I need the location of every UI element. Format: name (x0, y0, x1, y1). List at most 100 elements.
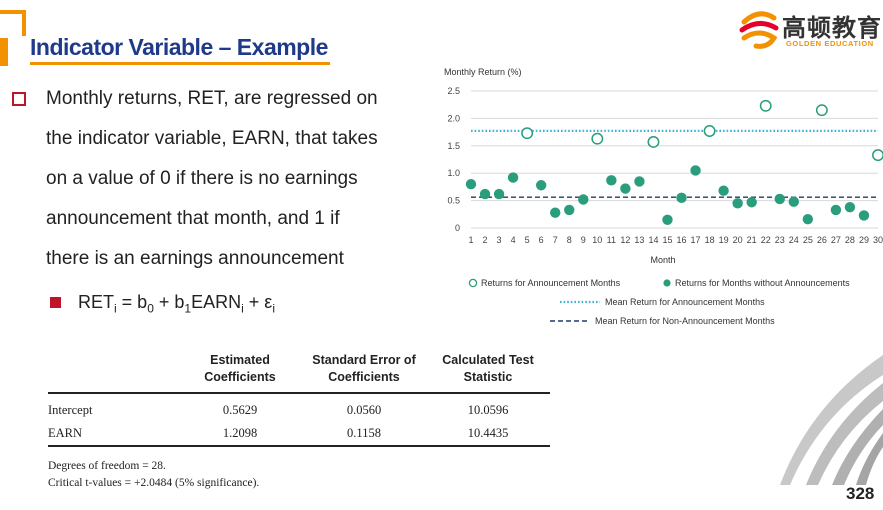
legend-marker-open (468, 278, 478, 288)
x-tick-label: 30 (873, 235, 883, 245)
cell-coefficient: 0.5629 (222, 403, 258, 417)
y-tick-label: 1.5 (447, 141, 460, 151)
x-tick-label: 2 (483, 235, 488, 245)
non-announcement-point (465, 178, 477, 190)
body-line: the indicator variable, EARN, that takes (46, 128, 378, 149)
table-row: EARN 1.2098 0.1158 10.4435 (48, 422, 550, 446)
regression-coefficients-table: Estimated Coefficients Standard Error of C… (48, 350, 550, 447)
announcement-point (521, 127, 534, 140)
title-accent-bracket (0, 10, 26, 36)
non-announcement-point (550, 207, 561, 218)
body-paragraph: Monthly returns, RET, are regressed on t… (46, 84, 436, 284)
y-tick-label: 0.5 (447, 196, 460, 206)
non-announcement-point (858, 210, 870, 221)
x-tick-label: 3 (497, 235, 502, 245)
x-tick-label: 28 (845, 235, 855, 245)
title-accent-bar (0, 38, 8, 66)
x-axis-label: Month (650, 255, 675, 265)
x-tick-label: 26 (817, 235, 827, 245)
y-tick-label: 2.0 (447, 113, 460, 123)
body-line: on a value of 0 if there is no earnings (46, 168, 358, 189)
x-tick-label: 14 (648, 235, 658, 245)
footnote-critical-t-values: Critical t-values = +2.0484 (5% signific… (48, 477, 260, 489)
x-tick-label: 29 (859, 235, 869, 245)
x-tick-label: 5 (525, 235, 530, 245)
legend-label-non-announcement: Returns for Months without Announcements (675, 278, 850, 288)
non-announcement-point (606, 175, 617, 186)
non-announcement-point (507, 172, 519, 183)
cell-coefficient: 1.2098 (222, 426, 258, 440)
x-tick-label: 23 (775, 235, 785, 245)
x-tick-label: 16 (677, 235, 687, 245)
logo-chinese-name: 高顿教育 (782, 14, 882, 42)
slide-title: Indicator Variable – Example (30, 34, 328, 60)
legend-label-mean-announcement: Mean Return for Announcement Months (605, 297, 765, 307)
sub-bullet-square-icon (50, 297, 61, 308)
non-announcement-point (620, 183, 631, 194)
x-tick-label: 11 (607, 235, 616, 245)
cell-standard-error: 0.1158 (347, 426, 381, 440)
y-axis-label: Monthly Return (%) (444, 67, 522, 77)
x-tick-label: 20 (733, 235, 743, 245)
x-tick-label: 27 (831, 235, 841, 245)
non-announcement-point (676, 192, 687, 204)
logo-mark-icon (739, 11, 779, 49)
non-announcement-point (690, 165, 701, 176)
golden-education-logo: 高顿教育 GOLDEN EDUCATION (738, 6, 883, 54)
non-announcement-point (479, 188, 491, 200)
non-announcement-point (578, 194, 589, 205)
non-announcement-point (564, 204, 575, 216)
x-tick-label: 12 (620, 235, 630, 245)
announcement-point (703, 125, 716, 137)
row-label: Intercept (48, 403, 93, 417)
regression-formula: RETi = b0 + b1EARNi + εi (78, 292, 276, 316)
x-tick-label: 9 (581, 235, 586, 245)
table-header-row: Estimated Coefficients Standard Error of C… (48, 350, 550, 393)
y-tick-label: 1.0 (447, 168, 460, 178)
non-announcement-point (746, 197, 757, 208)
cell-standard-error: 0.0560 (346, 403, 382, 417)
decorative-stripes (780, 355, 883, 485)
announcement-point (647, 136, 660, 148)
x-tick-label: 18 (705, 235, 715, 245)
non-announcement-point (493, 188, 505, 200)
body-line: announcement that month, and 1 if (46, 208, 340, 229)
table-row: Intercept 0.5629 0.0560 10.0596 (48, 393, 550, 422)
cell-test-statistic: 10.4435 (467, 426, 509, 440)
cell-test-statistic: 10.0596 (467, 403, 509, 417)
x-tick-label: 4 (511, 235, 516, 245)
x-tick-label: 17 (691, 235, 701, 245)
title-underline (30, 62, 330, 65)
x-tick-label: 7 (553, 235, 558, 245)
y-tick-label: 0 (455, 223, 460, 233)
y-tick-label: 2.5 (447, 86, 460, 96)
x-tick-label: 6 (539, 235, 544, 245)
announcement-point (759, 99, 772, 112)
monthly-return-scatter-chart: Monthly Return (%)00.51.01.52.02.51 2 3 4 5 6… (444, 67, 883, 326)
x-tick-label: 13 (634, 235, 644, 245)
x-tick-label: 8 (567, 235, 572, 245)
table-header-test-statistic: Calculated Test Statistic (442, 353, 534, 384)
legend-marker-filled (663, 279, 671, 287)
row-label: EARN (48, 426, 83, 440)
non-announcement-point (774, 193, 785, 205)
body-line: Monthly returns, RET, are regressed on (46, 88, 378, 109)
non-announcement-point (830, 204, 842, 216)
x-tick-label: 25 (803, 235, 813, 245)
x-tick-label: 24 (789, 235, 799, 245)
x-tick-label: 10 (592, 235, 602, 245)
x-tick-label: 21 (747, 235, 757, 245)
non-announcement-point (718, 185, 729, 196)
legend-label-announcement: Returns for Announcement Months (481, 278, 621, 288)
bullet-square-icon (12, 92, 26, 106)
non-announcement-point (634, 176, 645, 187)
non-announcement-point (844, 201, 856, 213)
announcement-point (815, 104, 828, 117)
body-line: there is an earnings announcement (46, 248, 344, 269)
announcement-point (591, 132, 604, 145)
footnote-degrees-of-freedom: Degrees of freedom = 28. (48, 460, 166, 472)
legend-label-mean-non-announcement: Mean Return for Non-Announcement Months (595, 316, 775, 326)
non-announcement-point (788, 196, 799, 207)
x-tick-label: 1 (468, 235, 473, 245)
x-tick-label: 19 (719, 235, 729, 245)
